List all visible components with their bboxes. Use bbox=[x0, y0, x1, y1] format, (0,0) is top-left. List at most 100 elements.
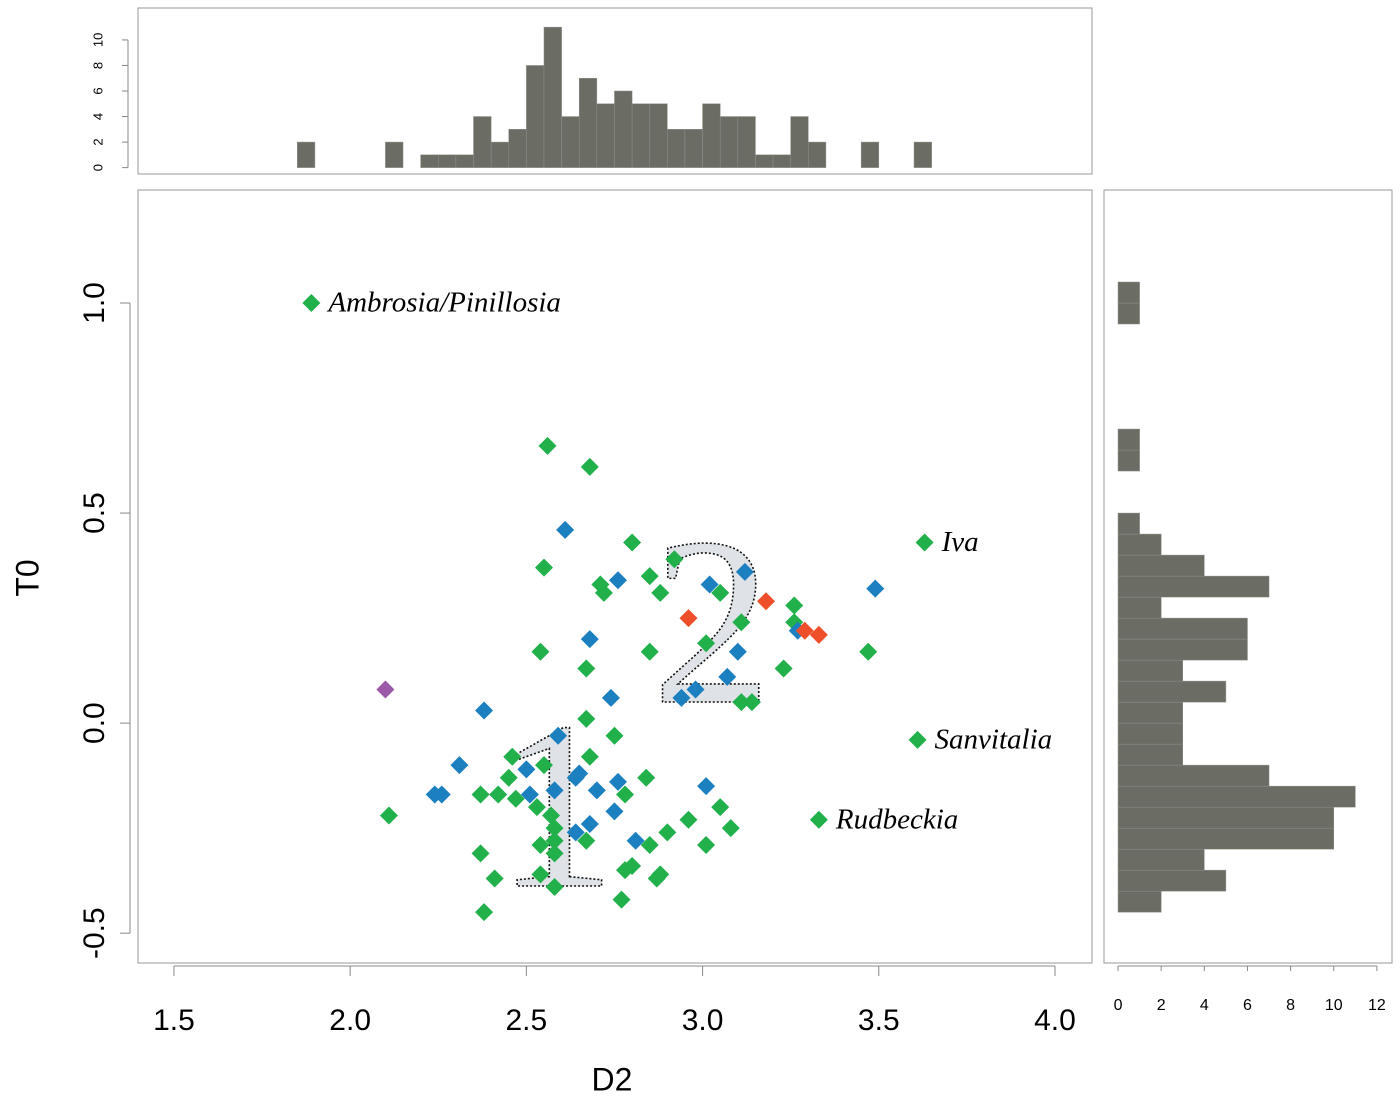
x-tick-label: 3.0 bbox=[682, 1004, 724, 1037]
point bbox=[580, 630, 599, 649]
hist-bar bbox=[649, 103, 668, 168]
point bbox=[697, 777, 716, 796]
hist-bar bbox=[790, 116, 809, 168]
point bbox=[697, 835, 716, 854]
hist-bar bbox=[860, 141, 880, 168]
hist-bar bbox=[1117, 722, 1183, 745]
point bbox=[542, 806, 561, 825]
y-tick-label: -0.5 bbox=[78, 907, 111, 959]
hist-bar bbox=[455, 154, 474, 168]
x-tick-label: 2 bbox=[1157, 997, 1166, 1014]
point bbox=[531, 865, 550, 884]
point bbox=[732, 693, 751, 712]
x-tick-label: 2.5 bbox=[506, 1004, 548, 1037]
hist-bar bbox=[913, 141, 932, 168]
point bbox=[506, 789, 525, 808]
point bbox=[580, 814, 599, 833]
point bbox=[612, 890, 631, 909]
x-tick-label: 10 bbox=[1325, 997, 1343, 1014]
point bbox=[601, 688, 620, 707]
point bbox=[785, 596, 804, 615]
point bbox=[489, 785, 508, 804]
hist-bar bbox=[808, 141, 827, 168]
y-axis-label: T0 bbox=[9, 559, 45, 596]
y-tick-label: 2 bbox=[90, 138, 105, 145]
point bbox=[556, 520, 575, 539]
point-label: Ambrosia/Pinillosia bbox=[326, 287, 561, 319]
point bbox=[450, 756, 469, 775]
hist-bar bbox=[1117, 617, 1248, 640]
point bbox=[866, 579, 885, 598]
y-tick-label: 0.5 bbox=[78, 492, 111, 534]
x-tick-label: 0 bbox=[1114, 997, 1123, 1014]
hist-bar bbox=[1117, 449, 1140, 472]
point bbox=[605, 726, 624, 745]
point bbox=[651, 583, 670, 602]
point bbox=[915, 533, 934, 552]
point bbox=[531, 642, 550, 661]
hist-bar bbox=[667, 129, 686, 168]
point-label: Iva bbox=[941, 526, 979, 558]
point bbox=[616, 861, 635, 880]
hist-bar bbox=[385, 141, 404, 168]
point bbox=[732, 613, 751, 632]
point bbox=[577, 709, 596, 728]
hist-bar bbox=[561, 116, 580, 168]
point bbox=[545, 819, 564, 838]
y-tick-label: 8 bbox=[90, 62, 105, 69]
point bbox=[626, 831, 645, 850]
annotation: 2 bbox=[652, 488, 772, 754]
point bbox=[605, 802, 624, 821]
y-tick-label: 0.0 bbox=[78, 702, 111, 744]
hist-bar bbox=[1117, 785, 1356, 808]
hist-bar bbox=[1117, 302, 1140, 325]
point bbox=[376, 680, 395, 699]
point bbox=[757, 592, 776, 611]
hist-bar bbox=[1117, 764, 1270, 787]
x-tick-label: 3.5 bbox=[858, 1004, 900, 1037]
point bbox=[302, 294, 321, 313]
point bbox=[718, 667, 737, 686]
top-hist-frame bbox=[137, 7, 1093, 175]
hist-bar bbox=[614, 90, 633, 168]
point bbox=[534, 756, 553, 775]
hist-bar bbox=[737, 116, 756, 168]
hist-bar bbox=[1117, 575, 1270, 598]
point bbox=[566, 768, 585, 787]
point bbox=[527, 798, 546, 817]
hist-bar bbox=[543, 26, 562, 168]
hist-bar bbox=[755, 154, 774, 168]
x-tick-label: 8 bbox=[1286, 997, 1295, 1014]
x-tick-label: 12 bbox=[1368, 997, 1386, 1014]
point bbox=[640, 567, 659, 586]
hist-bar bbox=[1117, 869, 1227, 892]
point bbox=[711, 798, 730, 817]
hist-bar bbox=[1117, 848, 1205, 871]
point bbox=[587, 781, 606, 800]
point bbox=[594, 583, 613, 602]
hist-bar bbox=[631, 103, 650, 168]
point bbox=[908, 730, 927, 749]
hist-bar bbox=[1117, 638, 1248, 661]
hist-bar bbox=[1117, 554, 1205, 577]
point bbox=[809, 810, 828, 829]
hist-bar bbox=[1117, 743, 1183, 766]
x-tick-label: 1.5 bbox=[153, 1004, 195, 1037]
point bbox=[711, 583, 730, 602]
point bbox=[640, 835, 659, 854]
y-tick-label: 0 bbox=[90, 164, 105, 171]
point bbox=[379, 806, 398, 825]
point bbox=[742, 693, 761, 712]
point bbox=[728, 642, 747, 661]
hist-bar bbox=[1117, 659, 1183, 682]
x-tick-label: 4.0 bbox=[1034, 1004, 1076, 1037]
point bbox=[485, 869, 504, 888]
point bbox=[545, 877, 564, 896]
point bbox=[697, 634, 716, 653]
y-tick-label: 4 bbox=[90, 113, 105, 120]
point bbox=[432, 785, 451, 804]
x-tick-label: 6 bbox=[1243, 997, 1252, 1014]
hist-bar bbox=[684, 129, 703, 168]
hist-bar bbox=[772, 154, 791, 168]
point bbox=[700, 575, 719, 594]
